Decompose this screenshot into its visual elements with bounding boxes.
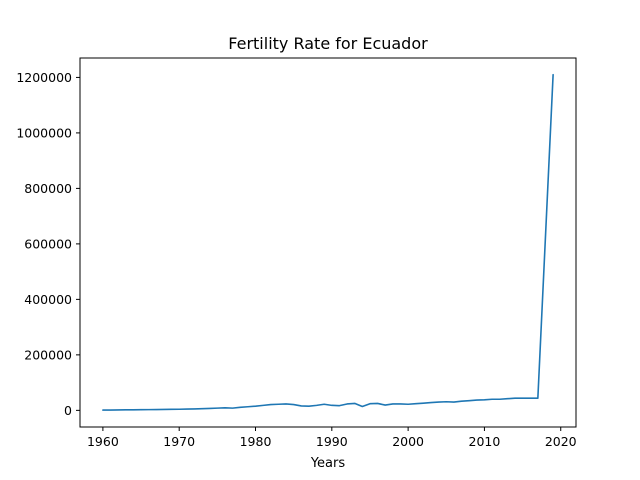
x-tick-label: 1990 bbox=[316, 434, 348, 449]
plot-area bbox=[79, 57, 577, 428]
x-tick-label: 1960 bbox=[87, 434, 119, 449]
axes-frame bbox=[79, 57, 577, 428]
y-tick-label: 800000 bbox=[24, 181, 72, 196]
chart-title: Fertility Rate for Ecuador bbox=[228, 34, 428, 53]
y-tick-label: 400000 bbox=[24, 292, 72, 307]
y-tick-label: 0 bbox=[64, 403, 72, 418]
x-tick-label: 1980 bbox=[240, 434, 272, 449]
x-tick-label: 2000 bbox=[392, 434, 424, 449]
x-axis-label: Years bbox=[310, 456, 346, 471]
x-tick-label: 2010 bbox=[469, 434, 501, 449]
y-axis: 0 200000 400000 600000 800000 1000000 1200000 bbox=[16, 70, 80, 418]
series-line-0 bbox=[102, 73, 554, 411]
x-tick-label: 1970 bbox=[163, 434, 195, 449]
y-tick-label: 200000 bbox=[24, 347, 72, 362]
x-tick-label: 2020 bbox=[545, 434, 577, 449]
y-tick-label: 1200000 bbox=[16, 70, 72, 85]
series-layer bbox=[102, 73, 554, 411]
y-tick-label: 1000000 bbox=[16, 125, 72, 140]
x-axis: 1960 1970 1980 1990 2000 2010 2020 bbox=[87, 427, 577, 449]
y-tick-label: 600000 bbox=[24, 236, 72, 251]
